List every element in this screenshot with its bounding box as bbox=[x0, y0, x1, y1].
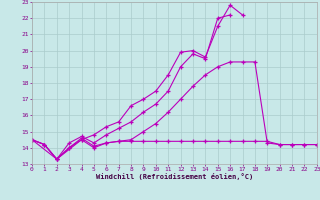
X-axis label: Windchill (Refroidissement éolien,°C): Windchill (Refroidissement éolien,°C) bbox=[96, 173, 253, 180]
